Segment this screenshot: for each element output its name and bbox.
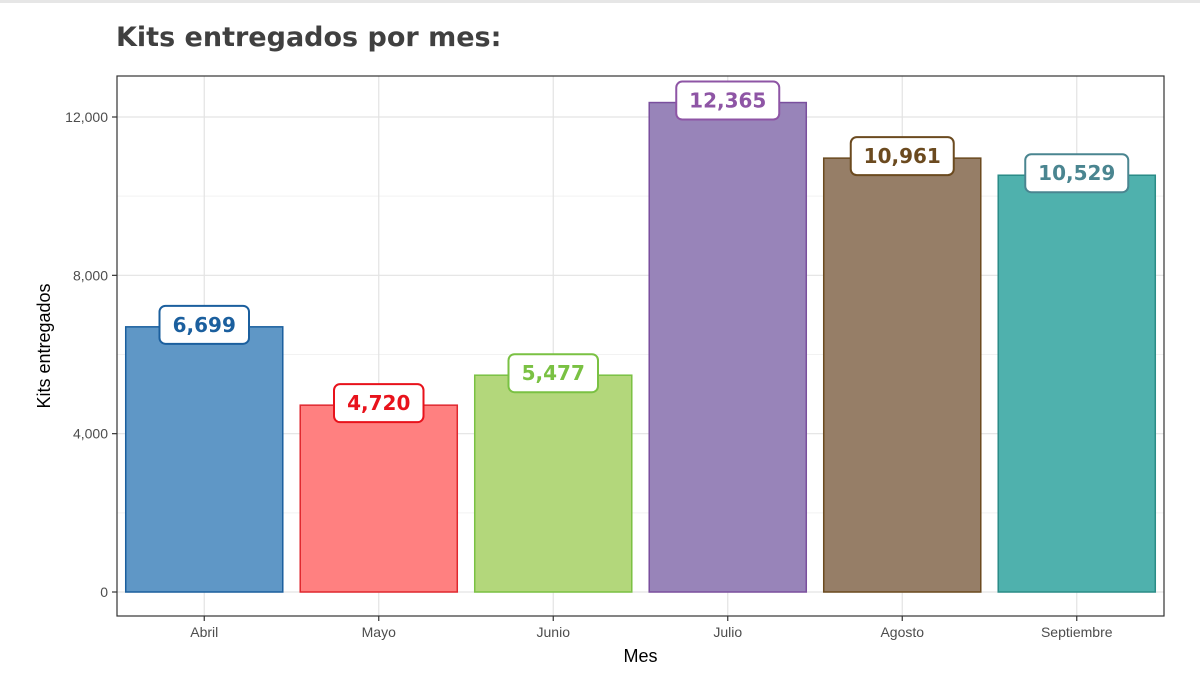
x-axis-title: Mes	[623, 646, 657, 666]
bar-julio	[648, 101, 808, 593]
data-label-text: 4,720	[347, 391, 410, 415]
data-label-julio: 12,365	[675, 80, 781, 121]
data-label-box	[507, 353, 599, 394]
data-label-text: 10,961	[864, 144, 941, 168]
y-tick-label: 4,000	[73, 426, 108, 442]
top-border	[0, 0, 1200, 3]
data-label-text: 10,529	[1038, 161, 1115, 185]
data-label-mayo: 4,720	[333, 383, 425, 424]
data-label-box	[158, 304, 250, 345]
chart-title: Kits entregados por mes:	[116, 22, 502, 53]
y-tick-label: 12,000	[65, 109, 108, 125]
bars	[124, 101, 1157, 593]
y-tick-label: 8,000	[73, 267, 108, 283]
bar-agosto	[822, 157, 982, 593]
data-label-abril: 6,699	[158, 304, 250, 345]
data-label-septiembre: 10,529	[1024, 153, 1130, 194]
bar-mayo	[299, 404, 459, 593]
y-axis-title: Kits entregados	[34, 283, 54, 408]
x-tick-label: Septiembre	[1041, 624, 1113, 640]
data-label-junio: 5,477	[507, 353, 599, 394]
x-tick-label: Julio	[713, 624, 742, 640]
data-label-text: 12,365	[689, 89, 766, 113]
data-labels: 6,699 4,720 5,477 12,365 10,961 10,529	[158, 80, 1130, 424]
data-label-text: 5,477	[522, 361, 585, 385]
x-tick-label: Mayo	[362, 624, 396, 640]
x-axis: Abril Mayo Junio Julio Agosto Septiembre	[190, 616, 1113, 640]
bar-septiembre	[997, 174, 1157, 593]
y-axis: 0 4,000 8,000 12,000	[65, 109, 117, 600]
data-label-text: 6,699	[173, 313, 236, 337]
data-label-box	[1024, 153, 1130, 194]
data-label-box	[675, 80, 781, 121]
x-tick-label: Agosto	[880, 624, 924, 640]
bar-abril	[124, 326, 284, 593]
bar-junio	[473, 374, 633, 593]
data-label-box	[849, 136, 955, 177]
plot-panel-border	[116, 75, 1165, 617]
x-tick-label: Junio	[537, 624, 571, 640]
y-tick-label: 0	[100, 584, 108, 600]
data-label-box	[333, 383, 425, 424]
data-label-agosto: 10,961	[849, 136, 955, 177]
x-tick-label: Abril	[190, 624, 218, 640]
